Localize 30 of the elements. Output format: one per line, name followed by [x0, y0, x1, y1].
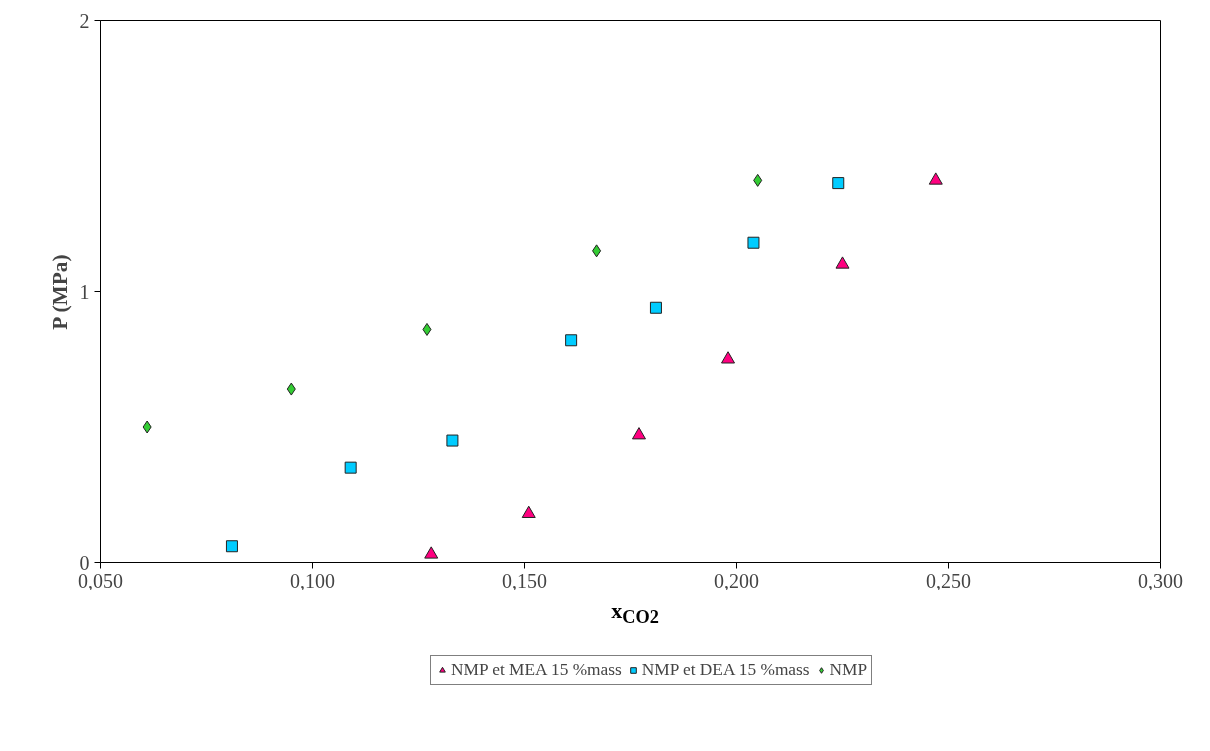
point — [592, 244, 602, 258]
x-tick-label: 0,300 — [1138, 569, 1183, 592]
point — [753, 173, 763, 187]
point — [344, 461, 357, 474]
x-tick-label: 0,100 — [290, 569, 335, 592]
point — [631, 427, 646, 440]
point — [142, 420, 152, 434]
legend-label: NMP — [829, 660, 868, 680]
point — [521, 505, 536, 518]
point — [422, 322, 432, 336]
x-tick-label: 0,150 — [502, 569, 547, 592]
point — [747, 236, 760, 249]
point — [446, 434, 459, 447]
point — [928, 172, 943, 185]
point — [225, 540, 238, 553]
point — [424, 546, 439, 559]
x-axis-title: x$_{CO2}$ — [610, 597, 660, 630]
y-axis-title: P (MPa) — [47, 254, 72, 330]
point — [286, 382, 296, 396]
legend-label: NMP et DEA 15 %mass — [641, 660, 810, 680]
legend-label: NMP et MEA 15 %mass — [451, 660, 622, 680]
point — [832, 177, 845, 190]
point — [565, 334, 578, 347]
x-tick-label: 0,250 — [926, 569, 971, 592]
point — [649, 301, 662, 314]
y-tick-label: 1 — [79, 280, 90, 303]
y-tick-label: 2 — [79, 9, 90, 32]
point — [835, 256, 850, 269]
x-tick-label: 0,200 — [714, 569, 759, 592]
point — [721, 351, 736, 364]
